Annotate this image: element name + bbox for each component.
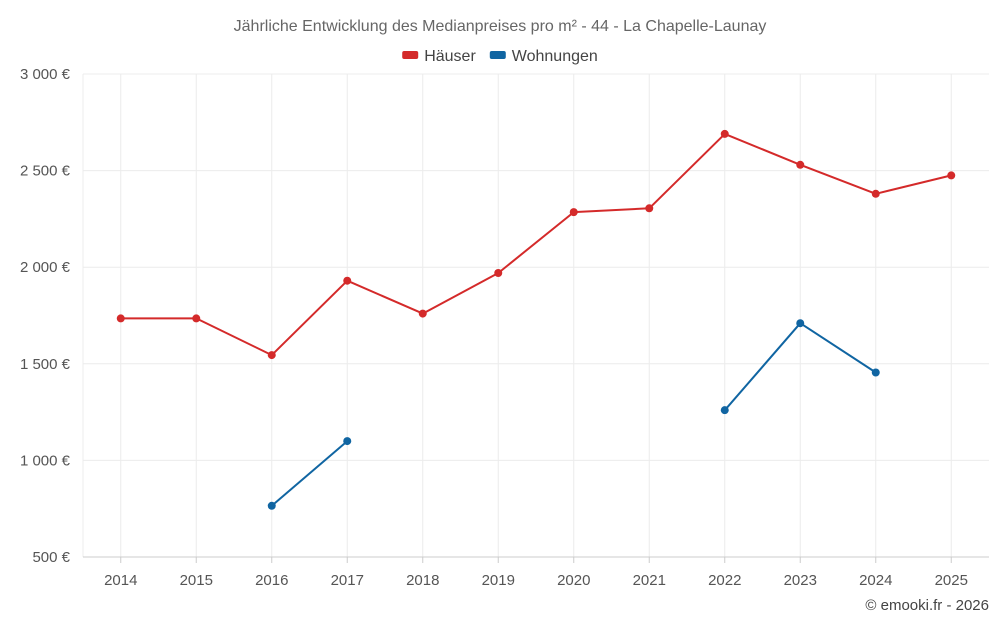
legend-item-0[interactable]: Häuser bbox=[402, 48, 476, 65]
data-point[interactable] bbox=[343, 276, 352, 285]
legend-swatch bbox=[489, 51, 506, 59]
chart-title: Jährliche Entwicklung des Medianpreises … bbox=[234, 18, 767, 35]
data-point[interactable] bbox=[418, 309, 427, 318]
y-tick-label: 2 000 € bbox=[20, 259, 71, 276]
credit-text: © emooki.fr - 2026 bbox=[865, 597, 989, 614]
y-tick-label: 1 500 € bbox=[20, 356, 71, 373]
legend-label: Wohnungen bbox=[512, 48, 598, 65]
x-tick-label: 2023 bbox=[784, 572, 817, 589]
x-tick-label: 2017 bbox=[331, 572, 364, 589]
y-tick-label: 500 € bbox=[32, 549, 70, 566]
data-point[interactable] bbox=[343, 437, 352, 446]
data-point[interactable] bbox=[645, 204, 654, 213]
data-point[interactable] bbox=[267, 351, 276, 360]
data-point[interactable] bbox=[494, 268, 503, 277]
axes: 500 € 1 000 € 1 500 € 2 000 € 2 500 € 3 000 €… bbox=[20, 66, 989, 589]
data-point[interactable] bbox=[192, 314, 201, 323]
x-tick-label: 2021 bbox=[633, 572, 666, 589]
data-point[interactable] bbox=[947, 171, 956, 180]
data-point[interactable] bbox=[720, 129, 729, 138]
data-point[interactable] bbox=[720, 406, 729, 415]
x-tick-label: 2014 bbox=[104, 572, 137, 589]
series-line bbox=[120, 132, 952, 357]
data-point[interactable] bbox=[116, 314, 125, 323]
data-point[interactable] bbox=[871, 189, 880, 198]
data-point[interactable] bbox=[796, 160, 805, 169]
x-tick-label: 2024 bbox=[859, 572, 892, 589]
data-point[interactable] bbox=[871, 368, 880, 377]
x-tick-label: 2022 bbox=[708, 572, 741, 589]
x-tick-label: 2019 bbox=[482, 572, 515, 589]
x-tick-label: 2018 bbox=[406, 572, 439, 589]
legend-label: Häuser bbox=[424, 48, 476, 65]
x-tick-label: 2025 bbox=[935, 572, 968, 589]
series-line bbox=[271, 440, 348, 507]
legend: Häuser Wohnungen bbox=[402, 48, 598, 65]
series-0 bbox=[116, 129, 956, 360]
x-tick-label: 2016 bbox=[255, 572, 288, 589]
series bbox=[116, 129, 956, 510]
grid bbox=[82, 73, 989, 557]
data-point[interactable] bbox=[267, 501, 276, 510]
x-tick-label: 2015 bbox=[180, 572, 213, 589]
y-tick-label: 1 000 € bbox=[20, 452, 71, 469]
series-1 bbox=[267, 319, 880, 510]
data-point[interactable] bbox=[796, 319, 805, 328]
y-tick-label: 2 500 € bbox=[20, 163, 71, 180]
y-tick-label: 3 000 € bbox=[20, 66, 71, 83]
legend-swatch bbox=[402, 51, 419, 59]
legend-item-1[interactable]: Wohnungen bbox=[489, 48, 598, 65]
x-tick-label: 2020 bbox=[557, 572, 590, 589]
data-point[interactable] bbox=[569, 208, 578, 217]
